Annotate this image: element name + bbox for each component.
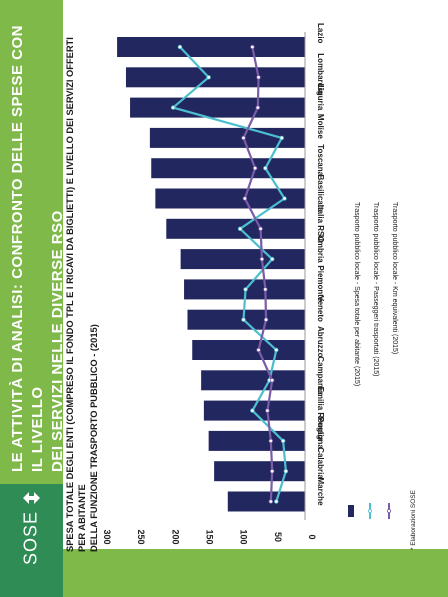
- lines-layer: [170, 44, 289, 504]
- category-label-lazio: Lazio: [316, 23, 325, 44]
- point-passeggeri-1: [206, 75, 211, 80]
- line-km-equivalenti: [242, 46, 274, 502]
- point-km-8: [263, 287, 268, 292]
- point-passeggeri-14: [283, 469, 289, 474]
- legend-label-1: Trasporto pubblico locale - Passeggeri t…: [372, 202, 379, 376]
- category-label-umbria: Umbria: [316, 235, 325, 263]
- point-km-4: [252, 165, 258, 171]
- point-passeggeri-6: [237, 226, 243, 231]
- point-passeggeri-3: [279, 135, 284, 141]
- point-km-6: [258, 226, 263, 231]
- point-passeggeri-12: [250, 408, 255, 413]
- tick-label-150: 150: [205, 529, 215, 544]
- tick-label-200: 200: [170, 529, 180, 544]
- logo-mark-icon: [23, 492, 40, 504]
- point-passeggeri-4: [263, 165, 268, 171]
- legend-swatch-0: [348, 505, 354, 517]
- point-km-2: [255, 105, 261, 110]
- bar-campania: [201, 370, 305, 391]
- point-passeggeri-15: [274, 499, 279, 504]
- legend-label-0: Trasporto pubblico locale - Spesa totale…: [353, 202, 360, 386]
- point-km-15: [268, 499, 274, 504]
- category-label-toscana: Toscana: [316, 144, 325, 176]
- bar-italia-rso: [166, 218, 305, 239]
- point-km-5: [242, 196, 248, 201]
- point-km-1: [256, 75, 261, 80]
- legend-marker-1: [367, 508, 372, 513]
- bar-lombardia: [125, 67, 305, 88]
- point-km-7: [259, 256, 265, 262]
- bar-liguria: [130, 97, 305, 118]
- bar-veneto: [187, 309, 305, 330]
- category-label-lombardia: Lombardia: [316, 53, 325, 94]
- category-label-italia-rso: Italia RSO: [316, 205, 325, 243]
- bar-marche: [227, 491, 305, 512]
- bar-lazio: [117, 37, 305, 57]
- point-km-12: [265, 408, 270, 413]
- point-passeggeri-5: [282, 196, 287, 201]
- point-passeggeri-2: [170, 105, 176, 110]
- point-km-14: [270, 469, 275, 474]
- tick-label-300: 300: [102, 529, 112, 544]
- point-km-10: [256, 347, 261, 353]
- category-label-piemonte: Piemonte: [316, 265, 325, 302]
- bar-basilicata: [155, 188, 305, 209]
- tick-label-250: 250: [136, 529, 146, 544]
- point-passeggeri-0: [177, 44, 183, 50]
- bar-umbria: [180, 249, 305, 270]
- bar-calabria: [214, 461, 305, 482]
- tick-label-50: 50: [273, 532, 283, 542]
- point-passeggeri-9: [241, 317, 246, 322]
- point-passeggeri-7: [270, 256, 275, 262]
- point-km-0: [250, 44, 255, 50]
- bars-layer: [117, 37, 305, 512]
- category-label-marche: Marche: [316, 478, 325, 507]
- legend-label-2: Trasporto pubblico locale - Km equivalen…: [391, 202, 398, 354]
- point-passeggeri-10: [274, 347, 279, 353]
- category-label-veneto: Veneto: [316, 296, 325, 322]
- bar-abruzzo: [192, 340, 305, 360]
- point-km-11: [270, 378, 275, 383]
- category-label-emilia-romagna: Emilia Romagna: [316, 387, 325, 450]
- tick-label-0: 0: [307, 534, 317, 539]
- logo-panel: [0, 484, 63, 597]
- category-label-liguria: Liguria: [316, 84, 325, 111]
- point-km-9: [263, 317, 269, 322]
- point-km-3: [241, 135, 246, 141]
- bar-puglia: [208, 430, 305, 451]
- source-note: * Elaborazioni SOSE: [410, 490, 417, 550]
- tick-label-100: 100: [239, 529, 249, 544]
- axis-layer: 0 50 100 150 200 250 300: [102, 32, 317, 545]
- point-passeggeri-8: [243, 287, 248, 292]
- category-label-molise: Molise: [316, 114, 325, 139]
- category-label-calabria: Calabria: [316, 447, 325, 479]
- category-label-abruzzo: Abruzzo: [316, 326, 325, 358]
- legend-marker-2: [386, 508, 391, 513]
- category-label-puglia: Puglia: [316, 417, 325, 442]
- point-km-13: [268, 438, 274, 444]
- footer-band: [0, 549, 448, 597]
- bar-toscana: [151, 158, 305, 179]
- category-label-campania: Campania: [316, 356, 325, 395]
- point-passeggeri-13: [280, 438, 286, 444]
- legend: Trasporto pubblico locale - Spesa totale…: [348, 202, 398, 519]
- line-passeggeri: [170, 46, 287, 502]
- category-label-basilicata: Basilicata: [316, 175, 325, 213]
